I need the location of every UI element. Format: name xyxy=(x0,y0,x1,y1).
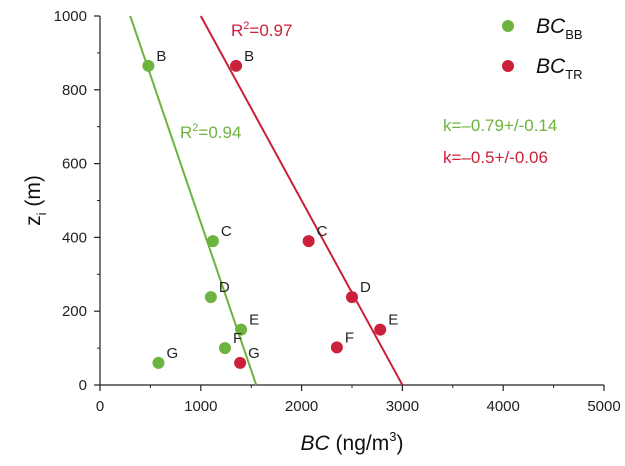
fit-line-tr xyxy=(199,15,404,386)
data-point-label: F xyxy=(345,329,354,346)
x-tick-label: 0 xyxy=(96,398,104,415)
legend: BCBB BCTR xyxy=(502,15,583,82)
fit-line-bb xyxy=(129,15,258,386)
data-point-label: G xyxy=(248,345,260,362)
annotations: R2=0.94 k=–0.79+/-0.14 R2=0.97 k=–0.5+/-0.0… xyxy=(180,20,557,167)
y-tick-label: 600 xyxy=(62,156,87,173)
r-squared-label: R2=0.97 xyxy=(231,20,292,40)
data-point-label: C xyxy=(317,223,328,240)
data-point-label: D xyxy=(219,279,230,296)
data-point-label: D xyxy=(360,279,371,296)
data-point-bb xyxy=(142,59,155,72)
data-point-label: B xyxy=(244,48,254,65)
data-point-tr xyxy=(374,323,387,336)
slope-label: k=–0.79+/-0.14 xyxy=(443,116,557,135)
r-squared-label: R2=0.94 xyxy=(180,122,241,142)
data-point-label: B xyxy=(156,48,166,65)
data-point-tr xyxy=(330,341,343,354)
x-tick-label: 4000 xyxy=(487,398,520,415)
y-axis-title: zi (m) xyxy=(22,175,49,226)
axes: 0 1000 2000 3000 4000 500002004006008001000BC… xyxy=(22,8,621,455)
x-tick-label: 2000 xyxy=(285,398,318,415)
legend-marker-bb xyxy=(502,20,514,32)
legend-label: BCBB xyxy=(536,15,583,42)
y-tick-label: 1000 xyxy=(54,8,87,25)
y-tick-label: 200 xyxy=(62,303,87,320)
data-point-label: C xyxy=(221,223,232,240)
y-tick-label: 0 xyxy=(79,377,87,394)
x-tick-label: 3000 xyxy=(386,398,419,415)
y-tick-label: 800 xyxy=(62,82,87,99)
data-point-bb xyxy=(218,342,231,355)
data-point-tr xyxy=(234,356,247,369)
legend-marker-tr xyxy=(502,60,514,72)
data-point-bb xyxy=(152,356,165,369)
x-tick-label: 1000 xyxy=(184,398,217,415)
data-point-label: G xyxy=(166,345,178,362)
y-tick-label: 400 xyxy=(62,229,87,246)
data-point-bb xyxy=(235,323,248,336)
x-axis-title: BC (ng/m3) xyxy=(301,429,404,455)
slope-label: k=–0.5+/-0.06 xyxy=(443,148,548,167)
x-tick-label: 5000 xyxy=(587,398,620,415)
data-point-label: F xyxy=(233,330,242,347)
data-point-tr xyxy=(230,59,243,72)
data-point-label: E xyxy=(388,312,398,329)
legend-label: BCTR xyxy=(536,55,583,82)
data-point-tr xyxy=(346,291,358,304)
data-point-tr xyxy=(302,235,315,248)
data-point-bb xyxy=(204,291,217,304)
fit-lines xyxy=(129,15,404,386)
data-point-label: E xyxy=(249,312,259,329)
data-point-bb xyxy=(206,235,219,248)
